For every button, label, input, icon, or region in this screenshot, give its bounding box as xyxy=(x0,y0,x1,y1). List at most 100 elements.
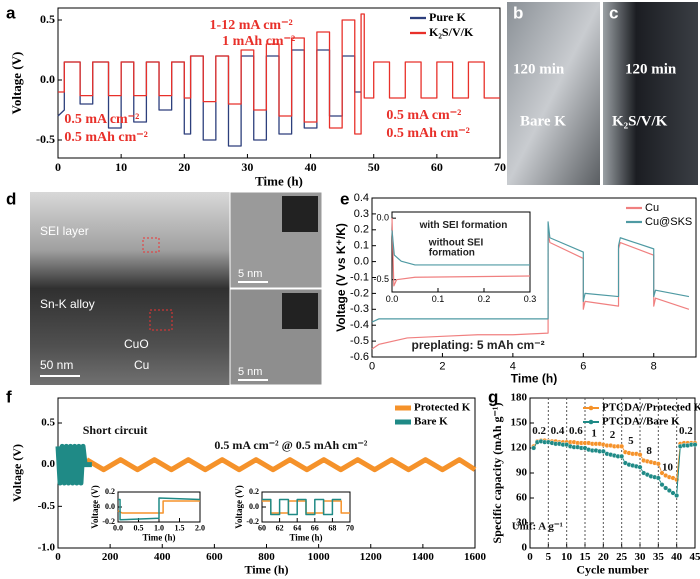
legend-marker xyxy=(588,405,594,411)
legend-label: PTCDA//Protected K xyxy=(602,402,700,414)
panel-label: g xyxy=(488,387,498,406)
image-label: K₂S/V/K xyxy=(612,113,668,129)
y-axis-title: Voltage (V) xyxy=(90,485,100,528)
photo-b xyxy=(507,2,600,185)
annotation: with SEI formation xyxy=(419,220,508,231)
series-line xyxy=(391,218,531,287)
y-tick-label: 150 xyxy=(511,417,528,429)
y-axis-title: Voltage (V) xyxy=(234,485,244,528)
image-label: Cu xyxy=(134,358,149,372)
data-point xyxy=(637,452,643,458)
x-tick-label: 60 xyxy=(431,160,443,174)
y-tick-label: 0.0 xyxy=(376,213,389,223)
annotation: 0.4 xyxy=(551,425,565,437)
x-tick-label: 1000 xyxy=(308,551,331,563)
x-tick-label: 68 xyxy=(328,524,336,533)
y-tick-label: -0.4 xyxy=(350,319,369,331)
plot-area xyxy=(391,211,531,293)
x-tick-label: 1400 xyxy=(412,551,435,563)
legend-label: K₂S/V/K xyxy=(429,25,474,39)
x-tick-label: 200 xyxy=(102,551,119,563)
y-axis-title: Voltage (V) xyxy=(10,444,24,502)
y-tick-label: -0.2 xyxy=(102,517,115,526)
y-tick-label: 60 xyxy=(516,492,528,504)
series-line xyxy=(55,443,92,486)
series-line xyxy=(85,457,477,473)
series-line xyxy=(58,13,500,135)
x-tick-label: 10 xyxy=(561,551,573,563)
x-tick-label: 4 xyxy=(510,360,516,372)
data-point xyxy=(692,442,698,448)
x-tick-label: 70 xyxy=(346,524,354,533)
x-tick-label: 1600 xyxy=(464,551,487,563)
fft-top xyxy=(282,196,318,232)
panel-label: e xyxy=(340,189,349,208)
x-tick-label: 45 xyxy=(690,551,700,563)
series-line xyxy=(371,221,690,323)
x-tick-label: 0 xyxy=(527,551,533,563)
image-label: SEI layer xyxy=(40,224,89,238)
x-tick-label: 70 xyxy=(494,160,506,174)
y-tick-label: 0.1 xyxy=(354,240,369,252)
legend-marker xyxy=(588,419,594,425)
y-tick-label: -0.3 xyxy=(350,303,369,315)
image-label: Sn-K alloy xyxy=(40,297,95,311)
x-tick-label: 400 xyxy=(154,551,171,563)
annotation: 2 xyxy=(610,429,616,441)
x-tick-label: 0.3 xyxy=(524,294,537,304)
x-tick-label: 2 xyxy=(439,360,445,372)
x-tick-label: 50 xyxy=(368,160,380,174)
y-tick-label: 0.0 xyxy=(40,72,55,86)
y-tick-label: 0.0 xyxy=(249,502,259,511)
data-point xyxy=(655,475,661,481)
annotation: 8 xyxy=(646,445,652,457)
x-tick-label: 25 xyxy=(616,551,628,563)
legend-label: Pure K xyxy=(429,10,466,24)
y-tick-label: -0.2 xyxy=(350,287,369,299)
y-tick-label: -0.5 xyxy=(373,274,389,284)
annotation: Short circuit xyxy=(83,423,148,437)
scale-bar-label: 5 nm xyxy=(238,366,262,378)
annotation: 10 xyxy=(662,462,674,474)
annotation: 0.5 mA cm⁻² xyxy=(64,112,139,127)
y-tick-label: -0.6 xyxy=(350,351,369,363)
series-line xyxy=(57,49,362,147)
data-point xyxy=(655,461,661,467)
data-point xyxy=(670,490,676,496)
y-tick-label: 0.0 xyxy=(41,458,55,470)
y-tick-label: 0.4 xyxy=(354,192,369,204)
y-tick-label: -0.1 xyxy=(350,271,369,283)
annotation: 0.5 mA cm⁻² xyxy=(386,108,461,123)
image-label: 120 min xyxy=(513,61,565,77)
x-tick-label: 0 xyxy=(369,360,375,372)
legend-label: Cu@SKS xyxy=(645,216,692,228)
image-label: CuO xyxy=(124,337,149,351)
y-tick-label: 180 xyxy=(511,392,528,404)
annotation: 0.5 mAh cm⁻² xyxy=(64,130,148,145)
x-axis-title: Time (h) xyxy=(142,532,175,542)
legend-label: Protected K xyxy=(414,402,471,414)
scale-bar-label: 50 nm xyxy=(40,358,73,372)
x-tick-label: 30 xyxy=(241,160,253,174)
y-tick-label: 0 xyxy=(522,542,528,554)
x-tick-label: 1.5 xyxy=(175,524,185,533)
y-tick-label: 0.2 xyxy=(249,487,259,496)
x-tick-label: 60 xyxy=(258,524,266,533)
annotation: preplating: 5 mAh cm⁻² xyxy=(412,338,545,352)
x-axis-title: Time (h) xyxy=(244,562,288,576)
x-axis-title: Time (h) xyxy=(289,532,322,542)
y-tick-label: -0.5 xyxy=(36,132,55,146)
x-tick-label: 600 xyxy=(206,551,223,563)
data-point xyxy=(674,493,680,499)
y-tick-label: -0.5 xyxy=(38,500,56,512)
y-tick-label: 120 xyxy=(511,442,528,454)
series-line xyxy=(391,230,530,266)
annotation: 0.5 mA cm⁻² @ 0.5 mAh cm⁻² xyxy=(214,438,367,452)
series-line xyxy=(262,498,342,516)
x-tick-label: 1.0 xyxy=(154,524,164,533)
x-tick-label: 66 xyxy=(311,524,319,533)
series-line xyxy=(118,497,201,521)
y-axis-title: Specific capacity (mAh g⁻¹) xyxy=(490,403,504,544)
x-tick-label: 40 xyxy=(671,551,683,563)
